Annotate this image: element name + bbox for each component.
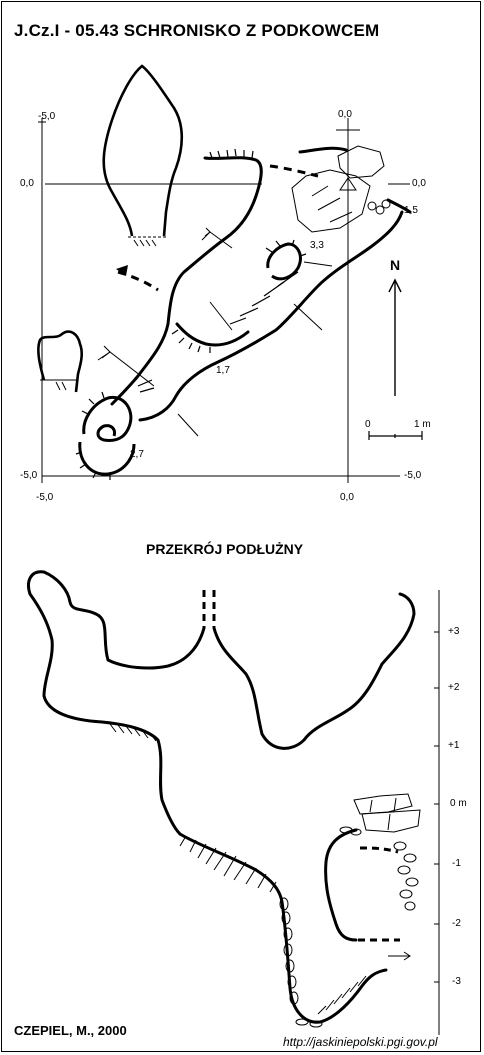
plan-rocks [291,145,391,233]
depth-scale-label: +1 [448,740,460,751]
depth-scale-label: +3 [448,626,460,637]
section-dashes [202,590,400,942]
grid-label-bottom-right: 0,0 [340,492,354,503]
depth-label: 3,3 [310,240,324,251]
section-hatching [109,723,367,1015]
plan-grid [38,118,410,483]
depth-label: 1,7 [216,365,230,376]
horseshoe-chamber [78,242,302,476]
north-label: N [390,257,401,273]
profile-lines [97,227,333,437]
plan-dashes [117,164,319,292]
depth-scale-label: +2 [448,682,460,693]
cross-section-floors [40,236,168,391]
wall-hatching [75,148,307,480]
scale-bar [368,431,423,440]
depth-label: 1,5 [404,205,418,216]
cross-section-shapes [37,64,184,393]
scale-end-label: 1 m [414,419,431,430]
source-link[interactable]: http://jaskiniepolski.pgi.gov.pl [283,1035,438,1049]
map-title: J.Cz.I - 05.43 SCHRONISKO Z PODKOWCEM [14,21,380,40]
depth-scale-label: -2 [452,918,461,929]
author-credit: CZEPIEL, M., 2000 [14,1023,127,1038]
section-rocks [279,793,421,1028]
grid-label-left-mid: 0,0 [20,178,34,189]
grid-label-left-top: -5,0 [38,111,56,122]
grid-label-bottom-left: -5,0 [36,492,54,503]
north-arrow [388,278,402,396]
section-outline [27,570,416,1024]
passage-arrow [116,265,128,276]
section-title: PRZEKRÓJ PODŁUŻNY [146,541,304,557]
plan-outline [110,146,412,422]
depth-label: 2,7 [130,449,144,460]
section-arrow [388,951,411,961]
depth-scale-label: -1 [452,858,461,869]
grid-label-left-bottom: -5,0 [20,470,38,481]
grid-label-right-mid: 0,0 [412,178,426,189]
depth-scale-label: 0 m [450,798,467,809]
scale-start-label: 0 [365,419,371,430]
depth-scale-label: -3 [452,976,461,987]
section-depth-scale [434,590,440,1035]
grid-label-top-right: 0,0 [338,109,352,120]
grid-label-right-bottom: -5,0 [404,470,422,481]
